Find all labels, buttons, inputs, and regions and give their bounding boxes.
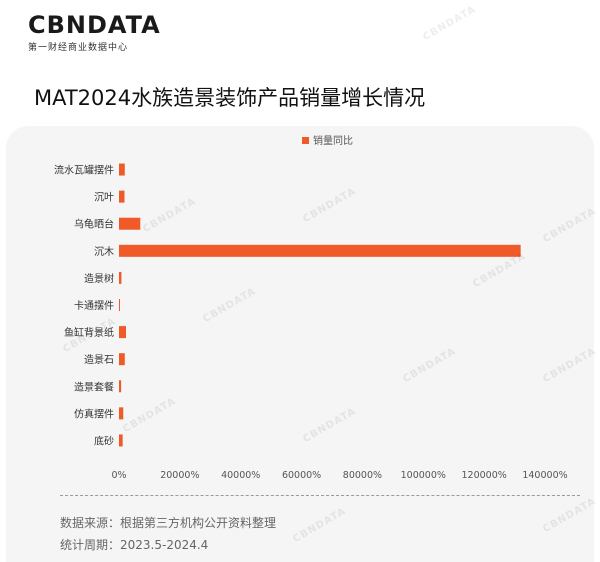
bar-chart: 销量同比流水瓦罐摆件沉叶乌龟晒台沉木造景树卡通摆件鱼缸背景纸造景石造景套餐仿真摆… bbox=[6, 126, 594, 496]
category-label: 乌龟晒台 bbox=[74, 218, 114, 231]
bar bbox=[119, 434, 123, 447]
x-tick-label: 40000% bbox=[221, 470, 260, 481]
x-tick-label: 100000% bbox=[401, 470, 446, 481]
chart-svg: 销量同比流水瓦罐摆件沉叶乌龟晒台沉木造景树卡通摆件鱼缸背景纸造景石造景套餐仿真摆… bbox=[54, 134, 568, 481]
x-tick-label: 140000% bbox=[522, 470, 567, 481]
chart-panel bbox=[6, 126, 594, 562]
category-label: 卡通摆件 bbox=[74, 299, 114, 312]
bar bbox=[119, 407, 124, 420]
legend-swatch bbox=[302, 137, 309, 144]
bar bbox=[119, 326, 126, 339]
bar bbox=[119, 190, 125, 203]
category-label: 流水瓦罐摆件 bbox=[54, 164, 114, 177]
category-label: 沉木 bbox=[94, 245, 114, 258]
category-label: 造景套餐 bbox=[74, 380, 114, 393]
bar bbox=[119, 353, 125, 366]
x-tick-label: 60000% bbox=[282, 470, 321, 481]
bar bbox=[119, 163, 125, 176]
category-label: 鱼缸背景纸 bbox=[64, 326, 114, 339]
category-label: 底砂 bbox=[94, 434, 114, 447]
bar bbox=[119, 217, 141, 230]
category-label: 沉叶 bbox=[94, 191, 114, 204]
legend-label: 销量同比 bbox=[313, 134, 353, 147]
page-title: MAT2024水族造景装饰产品销量增长情况 bbox=[34, 86, 426, 110]
statistics-period-note: 统计周期：2023.5-2024.4 bbox=[60, 538, 209, 552]
bar bbox=[119, 244, 521, 257]
category-label: 造景树 bbox=[84, 272, 114, 285]
category-label: 仿真摆件 bbox=[74, 407, 114, 420]
data-source-note: 数据来源：根据第三方机构公开资料整理 bbox=[60, 516, 277, 530]
x-tick-label: 80000% bbox=[343, 470, 382, 481]
bar bbox=[119, 299, 120, 311]
bar bbox=[119, 380, 122, 393]
x-tick-label: 120000% bbox=[461, 470, 506, 481]
bar bbox=[119, 271, 122, 284]
logo-subtitle: 第一财经商业数据中心 bbox=[28, 43, 129, 53]
footer-divider bbox=[60, 495, 580, 496]
category-label: 造景石 bbox=[84, 353, 114, 366]
logo-text: CBNDATA bbox=[28, 11, 161, 39]
x-tick-label: 0% bbox=[111, 470, 126, 481]
brand-logo: CBNDATA 第一财经商业数据中心 bbox=[28, 12, 161, 53]
x-tick-label: 20000% bbox=[160, 470, 199, 481]
watermark: CBNDATA bbox=[421, 3, 479, 44]
